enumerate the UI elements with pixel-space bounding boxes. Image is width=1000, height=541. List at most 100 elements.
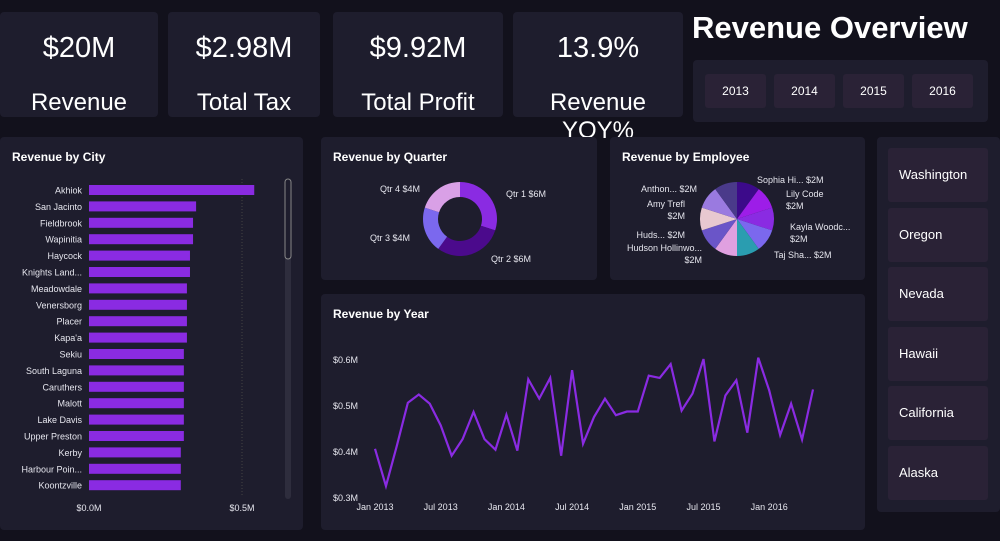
chart-title: Revenue by Employee: [622, 150, 750, 164]
slice-7: [700, 207, 737, 231]
bar-label: Caruthers: [42, 382, 82, 392]
kpi-label: Total Profit: [361, 89, 475, 116]
bar-label: Sekiu: [59, 350, 82, 360]
kpi-value: 13.9%: [556, 32, 640, 64]
chart-title: Revenue by City: [12, 150, 106, 164]
bar-label: Kapa'a: [54, 333, 82, 343]
kpi-label: Total Tax: [196, 89, 292, 116]
bar-meadowdale: [89, 283, 187, 294]
bar-label: South Laguna: [26, 366, 82, 376]
slice-2: [737, 207, 774, 231]
state-button-hawaii[interactable]: Hawaii: [888, 327, 988, 381]
bar-akhiok: [89, 185, 255, 195]
bar-koontzville: [89, 480, 181, 491]
page-title: Revenue Overview: [692, 10, 968, 45]
bar-kerby: [89, 447, 181, 458]
state-button-california[interactable]: California: [888, 386, 988, 440]
slice-2: [423, 207, 448, 249]
bar-label: Lake Davis: [37, 415, 82, 425]
slice-label: Qtr 1 $6M: [506, 189, 546, 199]
slice-label: Qtr 4 $4M: [380, 184, 420, 194]
state-button-oregon[interactable]: Oregon: [888, 208, 988, 262]
kpi-value: $20M: [42, 32, 116, 64]
kpi-label: Revenue YOY%: [549, 89, 647, 144]
bar-label: Venersborg: [36, 300, 82, 310]
kpi-total-tax: $2.98M Total Tax: [168, 12, 320, 117]
revenue-by-quarter-card: Revenue by Quarter Qtr 1 $6M Qtr 2 $6M Qtr…: [321, 137, 597, 280]
slice-8: [701, 189, 737, 219]
slice-label: $2M: [684, 255, 702, 265]
revenue-by-year-card: Revenue by Year $0.3M $0.4M $0.5M $0.6M Jan …: [321, 294, 865, 530]
slice-0: [460, 182, 497, 231]
bar-fieldbrook: [89, 217, 194, 228]
slice-1: [737, 189, 773, 219]
bar-label: Harbour Poin...: [21, 464, 82, 474]
slice-6: [701, 219, 737, 249]
revenue-by-employee-card: Revenue by Employee Sophia Hi... $2M Lily…: [610, 137, 865, 280]
revenue-by-city-card: Revenue by City Akhiok San Jacinto Fieldbr…: [0, 137, 303, 530]
bar-label: Haycock: [47, 251, 82, 261]
slice-3: [737, 219, 773, 249]
slice-0: [737, 182, 759, 219]
quarter-donut-chart: Qtr 1 $6M Qtr 2 $6M Qtr 3 $4M Qtr 4 $4M: [370, 182, 546, 264]
bar-malott: [89, 398, 184, 409]
kpi-value: $2.98M: [195, 32, 293, 64]
bar-knights-land-: [89, 267, 190, 277]
slice-label: Lily Code: [786, 189, 824, 199]
bar-label: Placer: [56, 317, 82, 327]
x-tick-label: Jul 2015: [686, 502, 720, 512]
year-button-2016[interactable]: 2016: [912, 74, 973, 108]
slice-9: [715, 182, 737, 219]
x-tick-label: $0.0M: [76, 503, 101, 513]
bar-placer: [89, 316, 187, 327]
scrollbar-thumb[interactable]: [284, 178, 292, 260]
revenue-line: [373, 357, 815, 491]
bar-upper-preston: [89, 431, 184, 441]
kpi-label: Revenue: [30, 89, 128, 116]
bar-label: Upper Preston: [24, 432, 82, 442]
bar-sekiu: [89, 349, 184, 359]
bar-label: San Jacinto: [35, 202, 82, 212]
x-tick-label: Jul 2014: [555, 502, 589, 512]
bar-label: Akhiok: [55, 186, 83, 196]
bar-label: Koontzville: [38, 481, 82, 491]
x-tick-label: $0.5M: [229, 503, 254, 513]
year-button-2013[interactable]: 2013: [705, 74, 766, 108]
bar-kapa-a: [89, 332, 187, 343]
bar-label: Meadowdale: [31, 284, 82, 294]
kpi-value: $9.92M: [369, 32, 467, 64]
y-tick-label: $0.6M: [333, 355, 358, 365]
slice-label: Amy Trefl: [647, 199, 685, 209]
bar-haycock: [89, 250, 190, 261]
state-button-nevada[interactable]: Nevada: [888, 267, 988, 321]
y-tick-label: $0.5M: [333, 401, 358, 411]
y-tick-label: $0.3M: [333, 493, 358, 503]
slice-label: Sophia Hi... $2M: [757, 175, 824, 185]
slice-label: Huds... $2M: [636, 230, 685, 240]
x-tick-label: Jan 2013: [356, 502, 393, 512]
bar-harbour-poin-: [89, 463, 181, 474]
kpi-total-profit: $9.92M Total Profit: [333, 12, 503, 117]
slice-label: $2M: [790, 234, 808, 244]
x-tick-label: Jul 2013: [424, 502, 458, 512]
slice-1: [438, 225, 496, 256]
bar-venersborg: [89, 299, 187, 310]
bar-label: Wapinitia: [45, 235, 82, 245]
bar-label: Kerby: [58, 448, 82, 458]
state-button-alaska[interactable]: Alaska: [888, 446, 988, 500]
x-tick-label: Jan 2016: [751, 502, 788, 512]
slice-label: Qtr 3 $4M: [370, 233, 410, 243]
slice-label: $2M: [786, 201, 804, 211]
year-button-2015[interactable]: 2015: [843, 74, 904, 108]
state-button-washington[interactable]: Washington: [888, 148, 988, 202]
year-slicer: 2013 2014 2015 2016: [693, 60, 988, 122]
slice-label: Taj Sha... $2M: [774, 250, 832, 260]
chart-title: Revenue by Year: [333, 307, 429, 321]
bar-label: Knights Land...: [22, 268, 82, 278]
year-button-2014[interactable]: 2014: [774, 74, 835, 108]
slice-label: Qtr 2 $6M: [491, 254, 531, 264]
state-slicer: Washington Oregon Nevada Hawaii Californ…: [877, 137, 1000, 512]
year-line-chart: $0.3M $0.4M $0.5M $0.6M Jan 2013 Jul 2013 Jan …: [333, 355, 815, 512]
x-tick-label: Jan 2014: [488, 502, 525, 512]
bar-label: Malott: [57, 399, 82, 409]
